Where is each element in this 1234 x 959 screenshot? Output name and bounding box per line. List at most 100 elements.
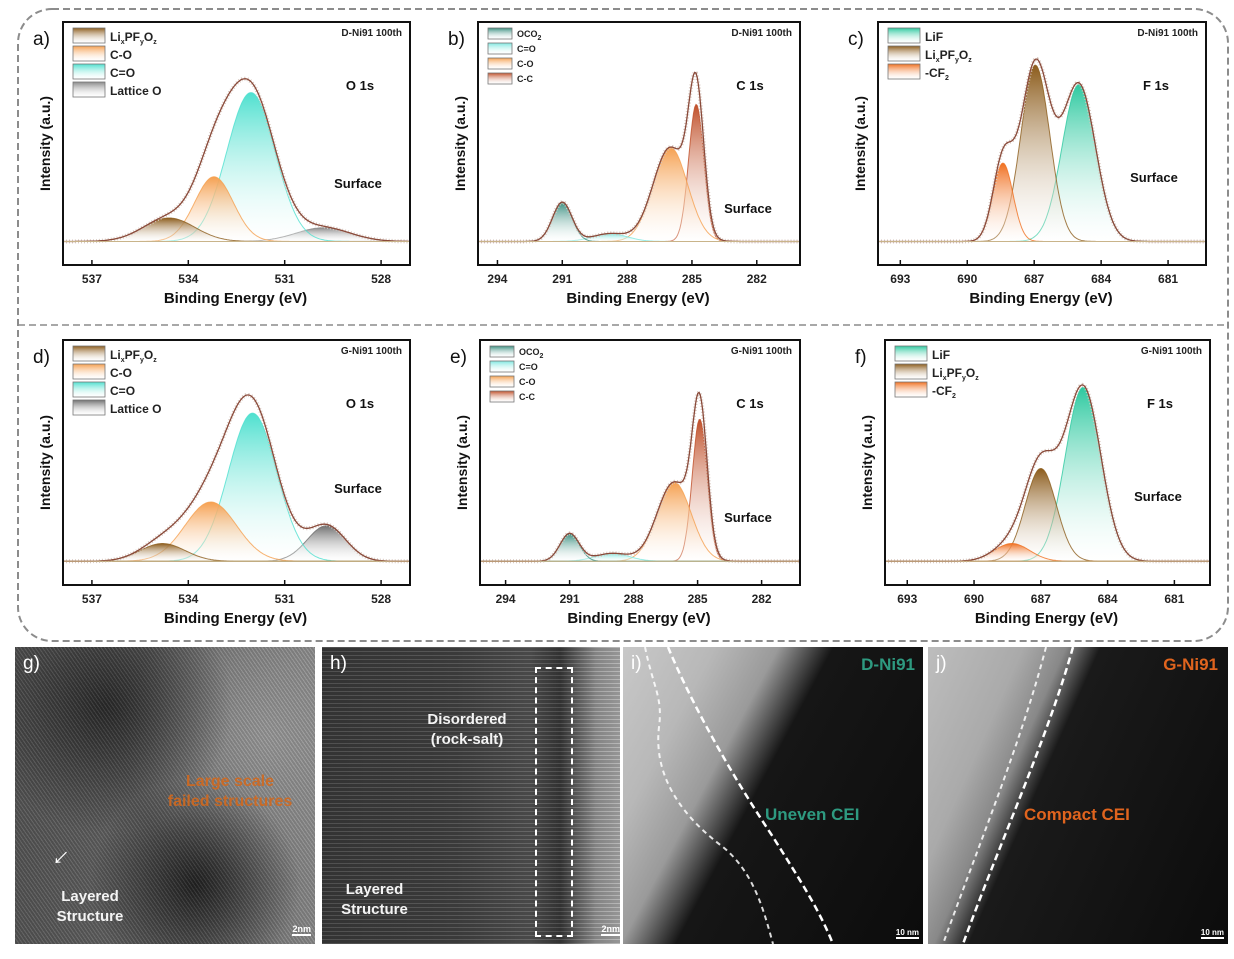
x-tick-label: 693 [890, 272, 910, 286]
legend-swatch [72, 363, 106, 380]
legend-item: C-C [487, 72, 534, 85]
plot-frame [479, 339, 801, 586]
legend-item: -CF2 [894, 381, 956, 400]
x-tick-label: 537 [82, 272, 102, 286]
region-label: Surface [334, 481, 382, 496]
legend-swatch [489, 375, 515, 388]
legend-swatch [72, 399, 106, 416]
legend-item: LixPFyOz [72, 27, 157, 46]
x-tick-label: 282 [747, 272, 767, 286]
legend-swatch [887, 45, 921, 62]
peak-c-c [480, 418, 800, 562]
y-axis-label: Intensity (a.u.) [852, 96, 868, 191]
fitted-envelope [63, 394, 410, 562]
y-axis-label: Intensity (a.u.) [452, 96, 468, 191]
legend-item: C=O [72, 381, 135, 398]
region-label: Surface [724, 201, 772, 216]
legend-item: Lattice O [72, 81, 161, 98]
disordered-rock-salt-label: Disordered (rock-salt) [427, 711, 507, 748]
legend-swatch [894, 345, 928, 362]
sample-label: G-Ni91 100th [731, 346, 792, 357]
x-axis-label: Binding Energy (eV) [164, 610, 307, 627]
x-tick-label: 288 [624, 592, 644, 606]
legend-label: C=O [110, 66, 135, 80]
panel-label: e) [450, 347, 467, 368]
legend-item: C=O [487, 42, 536, 55]
x-tick-label: 537 [82, 592, 102, 606]
legend-swatch [487, 27, 513, 40]
region-label: Surface [1130, 170, 1178, 185]
x-axis-label: Binding Energy (eV) [164, 290, 307, 307]
y-axis-label: Intensity (a.u.) [859, 415, 875, 510]
sample-label: D-Ni91 100th [341, 28, 402, 39]
legend-swatch [72, 27, 106, 44]
panel-label-j: j) [936, 653, 947, 674]
x-tick-label: 681 [1164, 592, 1184, 606]
x-tick-label: 282 [752, 592, 772, 606]
sample-label: D-Ni91 100th [731, 28, 792, 39]
raw-data [478, 69, 800, 244]
region-label: Surface [334, 176, 382, 191]
legend-label: LixPFyOz [110, 30, 157, 46]
sample-label: G-Ni91 100th [1141, 346, 1202, 357]
x-tick-label: 288 [617, 272, 637, 286]
x-tick-label: 690 [964, 592, 984, 606]
legend-label: LiF [932, 348, 950, 362]
scale-bar: 2nm [601, 924, 620, 936]
plot-frame [62, 339, 411, 586]
tem-image-g: g) Large scale failed structures ← Layer… [15, 647, 315, 944]
legend-label: LixPFyOz [932, 366, 979, 382]
x-tick-label: 294 [496, 592, 516, 606]
tem-image-j: j) G-Ni91 Compact CEI 10 nm [928, 647, 1228, 944]
legend-label: C=O [519, 362, 538, 372]
legend-swatch [489, 345, 515, 358]
annotation-failed-structures: Large scale failed structures [167, 773, 293, 810]
legend-swatch [72, 63, 106, 80]
x-tick-label: 291 [560, 592, 580, 606]
region-label: Surface [1134, 489, 1182, 504]
x-tick-label: 687 [1024, 272, 1044, 286]
legend-item: LiF [894, 345, 950, 362]
peak-c-o [478, 146, 800, 242]
x-axis-label: Binding Energy (eV) [969, 290, 1112, 307]
core-level-label: F 1s [1143, 78, 1169, 93]
x-tick-label: 534 [178, 592, 198, 606]
x-tick-label: 294 [487, 272, 507, 286]
xps-panel-a: 537 534 531 528 Binding Energy (eV) Intensity… [33, 21, 411, 307]
legend-swatch [489, 390, 515, 403]
xps-panel-f: 693 690 687 684 681 Binding Energy (eV) Intens… [855, 339, 1211, 627]
cei-boundary [942, 647, 1075, 944]
legend-item: Lattice O [72, 399, 161, 416]
legend-label: -CF2 [925, 66, 949, 82]
x-tick-label: 531 [275, 272, 295, 286]
x-tick-label: 684 [1098, 592, 1118, 606]
legend-item: LixPFyOz [887, 45, 972, 64]
plot-frame [877, 21, 1207, 266]
panel-label-i: i) [631, 653, 642, 674]
panel-label-h: h) [330, 653, 347, 674]
compact-cei-label: Compact CEI [1024, 805, 1130, 824]
x-tick-label: 285 [682, 272, 702, 286]
region-label: Surface [724, 510, 772, 525]
legend-label: -CF2 [932, 384, 956, 400]
plot-frame [884, 339, 1211, 586]
legend-swatch [487, 57, 513, 70]
legend-label: C-O [110, 366, 132, 380]
legend-item: C-C [489, 390, 536, 403]
sample-label-g-ni91: G-Ni91 [1163, 655, 1218, 674]
arrow-icon: ← [37, 834, 78, 874]
legend-item: LixPFyOz [894, 363, 979, 382]
legend-label: C=O [517, 44, 536, 54]
legend-label: OCO2 [519, 347, 544, 360]
legend-swatch [72, 45, 106, 62]
legend-swatch [72, 381, 106, 398]
panel-label-g: g) [23, 653, 40, 674]
legend-label: LixPFyOz [925, 48, 972, 64]
sample-label-d-ni91: D-Ni91 [861, 655, 915, 674]
legend-item: C=O [72, 63, 135, 80]
plot-frame [477, 21, 801, 266]
legend-swatch [489, 360, 515, 373]
sample-label: D-Ni91 100th [1137, 28, 1198, 39]
legend-item: C=O [489, 360, 538, 373]
legend-item: C-O [72, 45, 132, 62]
